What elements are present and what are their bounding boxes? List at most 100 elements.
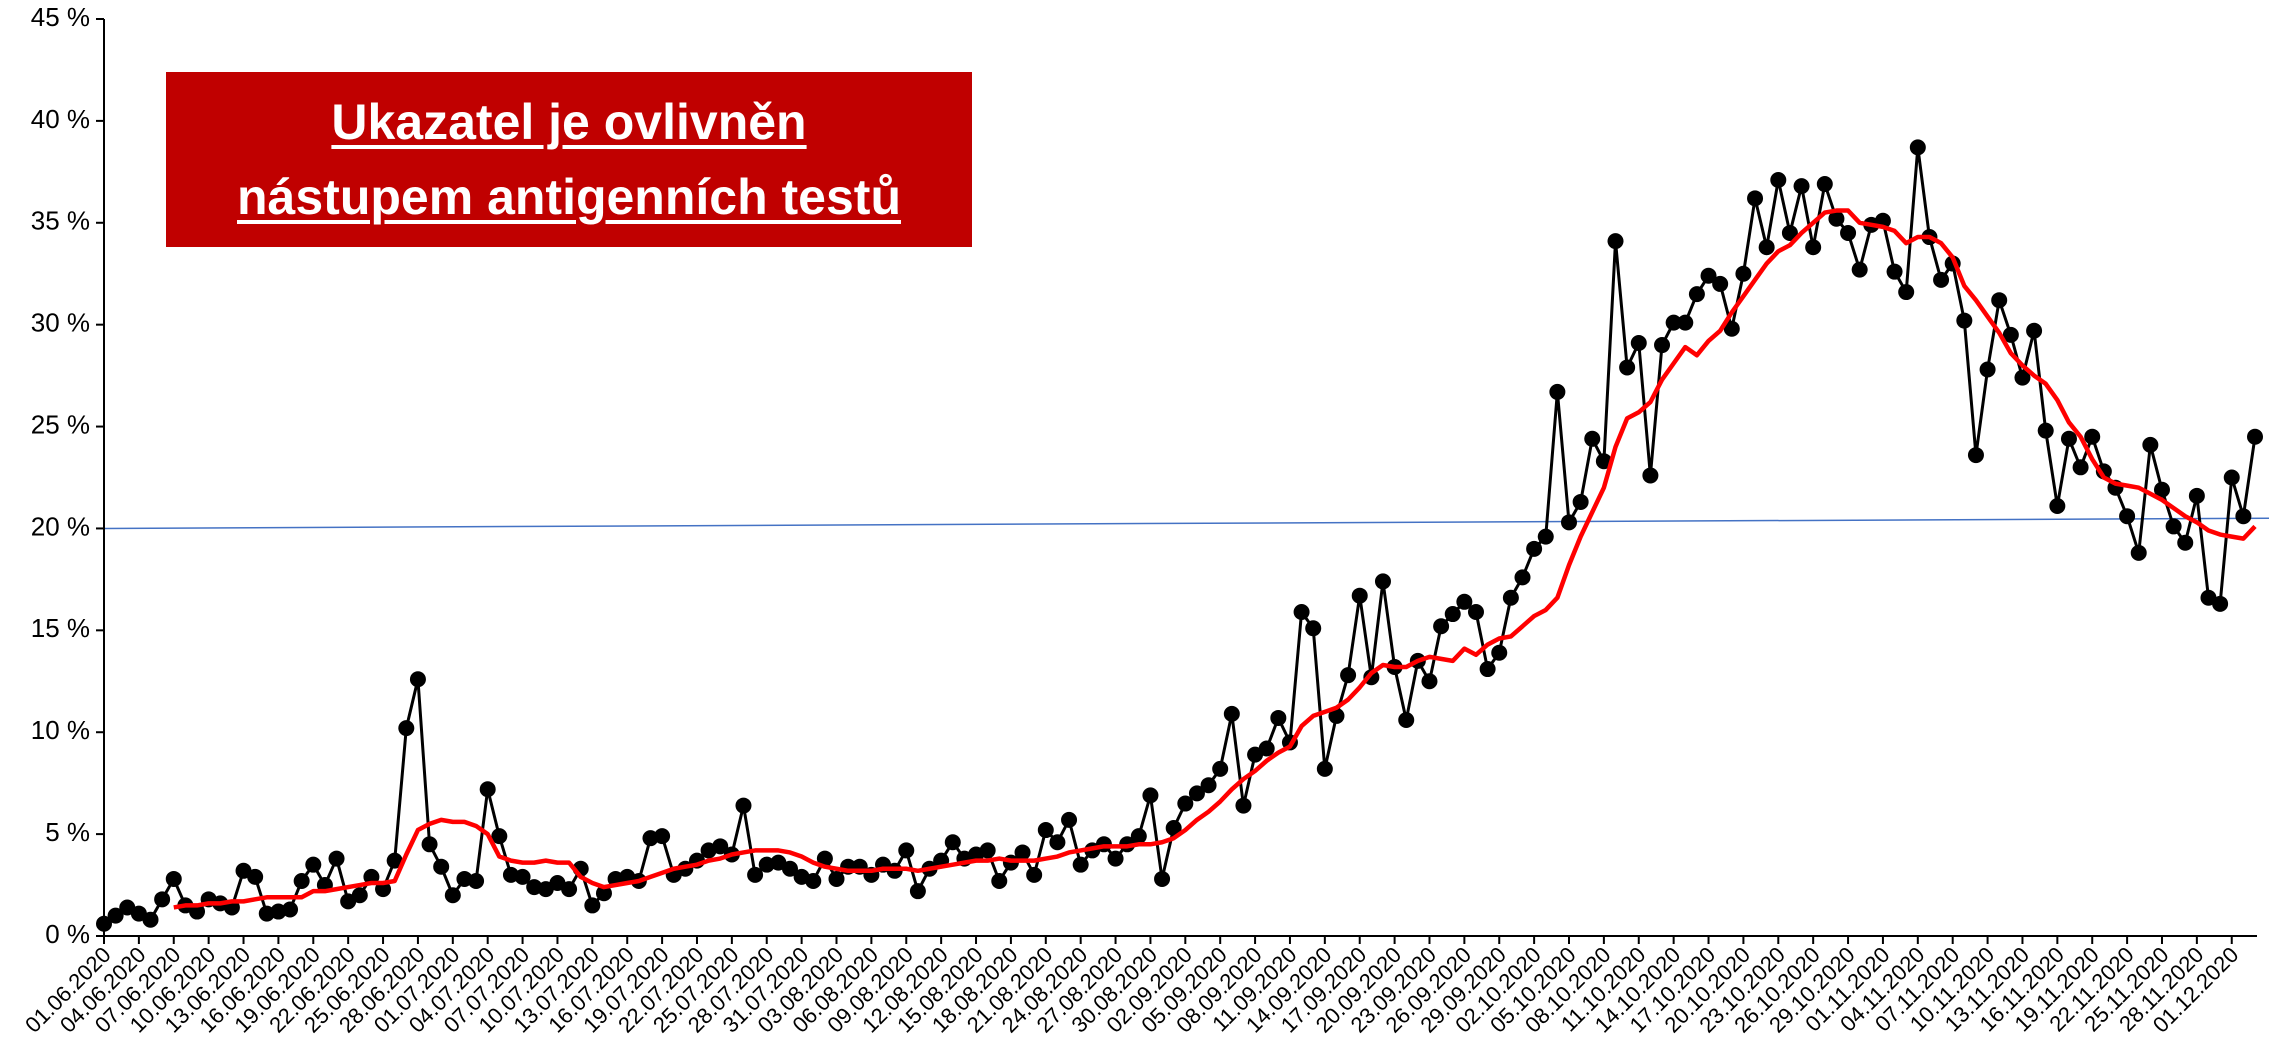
data-point [386,852,403,869]
data-point [2014,369,2031,386]
data-point [2072,459,2089,476]
data-point [1351,587,1368,604]
data-point [328,850,345,867]
data-point [1467,603,1484,620]
y-tick-label: 10 % [31,715,90,745]
data-point [561,881,578,898]
data-point [1072,856,1089,873]
data-point [1851,261,1868,278]
data-point [1293,603,1310,620]
y-tick-label: 0 % [45,919,90,949]
data-point [944,834,961,851]
data-point [1654,337,1671,354]
data-point [1712,275,1729,292]
data-point [816,850,833,867]
data-point [2188,487,2205,504]
data-point [96,915,112,932]
data-point [398,720,415,737]
data-point [1433,618,1450,635]
data-point [351,887,368,904]
data-point [1630,335,1647,352]
annotation-line: Ukazatel je ovlivněn [331,93,807,150]
reference-line [103,517,2269,530]
y-tick-label: 30 % [31,308,90,338]
data-point [2049,498,2066,515]
data-point [1456,593,1473,610]
data-point [898,842,915,859]
annotation-box: Ukazatel je ovlivněn nástupem antigenníc… [166,72,972,247]
data-point [1677,314,1694,331]
data-point [2235,508,2252,525]
data-point [712,838,729,855]
data-point [1735,265,1752,282]
data-point [444,887,461,904]
data-point [1340,667,1357,684]
data-point [909,883,926,900]
data-point [2084,428,2101,445]
data-point [2060,430,2077,447]
data-point [1444,606,1461,623]
data-point [421,836,438,853]
data-point [154,891,171,908]
data-point [1200,777,1217,794]
data-point [1549,383,1566,400]
data-point [1037,822,1054,839]
data-point [247,868,264,885]
y-tick-label: 35 % [31,206,90,236]
data-point [1421,673,1438,690]
data-point [1781,224,1798,241]
data-point [1805,239,1822,256]
data-point [1700,267,1717,284]
data-point [1537,528,1554,545]
data-point [2223,469,2240,486]
data-point [1212,760,1229,777]
data-point [781,860,798,877]
data-point [1979,361,1996,378]
data-point [1142,787,1159,804]
annotation-line: nástupem antigenních testů [237,168,901,225]
data-point [1956,312,1973,329]
data-point [1502,589,1519,606]
data-point [1572,493,1589,510]
data-point [1479,661,1496,678]
data-point [1840,224,1857,241]
y-tick-label: 45 % [31,2,90,32]
data-point [293,872,310,889]
data-point [1107,850,1124,867]
data-point [514,868,531,885]
data-point [1619,359,1636,376]
data-point [1177,795,1194,812]
data-point [1595,453,1612,470]
data-point [595,885,612,902]
data-point [409,671,426,688]
series-line [173,208,2257,910]
data-point [1933,271,1950,288]
data-point [2212,595,2229,612]
data-point [165,870,182,887]
data-point [107,907,124,924]
data-point [735,797,752,814]
data-point [1130,828,1147,845]
data-point [1316,760,1333,777]
data-point [468,872,485,889]
data-point [1688,286,1705,303]
data-point [1398,711,1415,728]
data-point [1561,514,1578,531]
data-point [1991,292,2008,309]
data-point [1770,171,1787,188]
data-point [1747,190,1764,207]
data-point [1328,707,1345,724]
data-point [2165,518,2182,535]
data-point [1061,811,1078,828]
data-point [1723,320,1740,337]
data-point [433,858,450,875]
y-tick-label: 5 % [45,817,90,847]
data-point [828,870,845,887]
data-point [1665,314,1682,331]
data-point [1828,210,1845,227]
data-point [1235,797,1252,814]
data-point [1793,178,1810,195]
data-point [805,872,822,889]
